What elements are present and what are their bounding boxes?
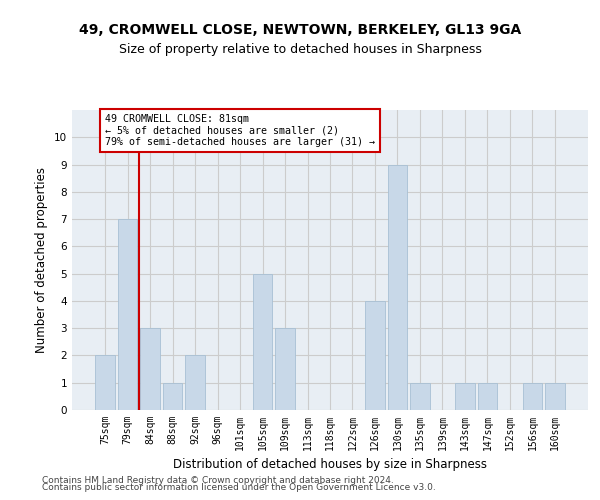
Bar (275, 328, 295, 410)
Text: Size of property relative to detached houses in Sharpness: Size of property relative to detached ho… (119, 42, 481, 56)
Bar (455, 382, 475, 410)
Text: Contains HM Land Registry data © Crown copyright and database right 2024.: Contains HM Land Registry data © Crown c… (42, 476, 394, 485)
Bar (95, 356, 115, 410)
Bar (163, 382, 182, 410)
Bar (410, 382, 430, 410)
Bar (523, 382, 542, 410)
Text: 49 CROMWELL CLOSE: 81sqm
← 5% of detached houses are smaller (2)
79% of semi-det: 49 CROMWELL CLOSE: 81sqm ← 5% of detache… (105, 114, 375, 148)
Text: Contains public sector information licensed under the Open Government Licence v3: Contains public sector information licen… (42, 484, 436, 492)
Bar (118, 219, 137, 410)
Bar (185, 356, 205, 410)
Text: 49, CROMWELL CLOSE, NEWTOWN, BERKELEY, GL13 9GA: 49, CROMWELL CLOSE, NEWTOWN, BERKELEY, G… (79, 22, 521, 36)
X-axis label: Distribution of detached houses by size in Sharpness: Distribution of detached houses by size … (173, 458, 487, 471)
Bar (253, 274, 272, 410)
Bar (365, 301, 385, 410)
Y-axis label: Number of detached properties: Number of detached properties (35, 167, 49, 353)
Bar (140, 328, 160, 410)
Bar (478, 382, 497, 410)
Bar (545, 382, 565, 410)
Bar (388, 164, 407, 410)
